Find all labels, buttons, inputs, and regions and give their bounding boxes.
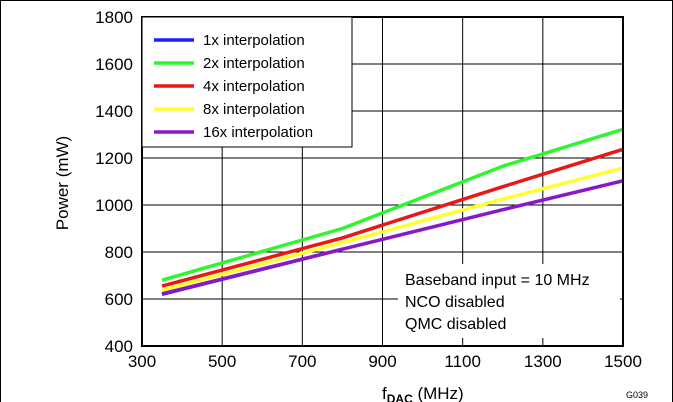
legend-label: 2x interpolation — [203, 55, 305, 72]
series-line-4 — [161, 166, 624, 292]
legend-label: 16x interpolation — [203, 124, 313, 141]
annotation-background — [398, 264, 620, 338]
x-axis-title-subscript: DAC — [387, 392, 413, 402]
y-tick-label: 800 — [105, 243, 133, 262]
x-tick-label: 300 — [128, 352, 156, 371]
y-tick-label: 400 — [105, 337, 133, 356]
legend-label: 1x interpolation — [203, 32, 305, 49]
x-tick-label: 900 — [368, 352, 396, 371]
legend-label: 4x interpolation — [203, 78, 305, 95]
x-tick-label: 500 — [208, 352, 236, 371]
tick-labels: 300 500 700 900 1100 1300 1500 400 600 800 1000 120… — [95, 8, 642, 371]
plot-area-border — [141, 16, 624, 347]
x-tick-label: 1500 — [604, 352, 642, 371]
y-tick-label: 1400 — [95, 102, 133, 121]
series-line-3 — [161, 147, 624, 288]
x-tick-label: 1300 — [524, 352, 562, 371]
legend: 1x interpolation 2x interpolation 4x inter… — [141, 16, 353, 148]
y-tick-label: 600 — [105, 290, 133, 309]
x-axis-title-main: f — [382, 384, 387, 402]
y-tick-label: 1000 — [95, 196, 133, 215]
y-tick-label: 1600 — [95, 55, 133, 74]
figure-id: G039 — [626, 390, 648, 400]
annotation-box: Baseband input = 10 MHz NCO disabled QMC… — [398, 264, 620, 338]
x-axis-title: fDAC (MHz) — [382, 384, 464, 402]
x-tick-label: 1100 — [444, 352, 481, 371]
annotation-baseband: Baseband input = 10 MHz — [405, 272, 590, 289]
series-line-2 — [161, 127, 624, 282]
y-tick-label: 1200 — [95, 149, 133, 168]
annotation-nco: NCO disabled — [405, 294, 505, 311]
series-lines — [161, 127, 624, 296]
series-line-5 — [161, 179, 624, 296]
annotation-qmc: QMC disabled — [405, 316, 506, 333]
x-axis-title-unit: (MHz) — [413, 384, 464, 402]
legend-label: 8x interpolation — [203, 101, 305, 118]
y-tick-label: 1800 — [95, 8, 133, 27]
y-axis-title: Power (mW) — [53, 136, 72, 230]
x-tick-label: 700 — [288, 352, 316, 371]
